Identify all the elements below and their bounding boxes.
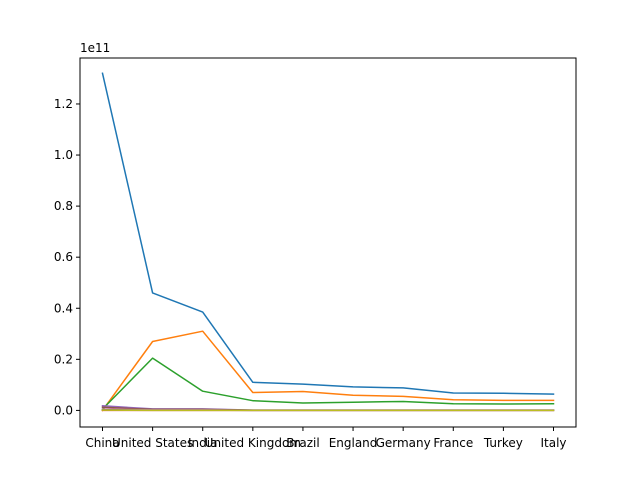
y-tick-label: 1.2 [54,97,73,111]
plot-frame [79,57,577,428]
series-line-3 [101,357,555,411]
series-line-1 [101,72,555,395]
x-tick-label: England [329,436,378,450]
x-tick-label: Italy [540,436,566,450]
y-offset-label: 1e11 [80,41,110,55]
series-lines [101,72,555,412]
x-tick-label: India [188,436,217,450]
x-tick-label: France [433,436,473,450]
x-tick-label: Turkey [483,436,523,450]
x-tick-label: United Kingdom [205,436,301,450]
y-tick-label: 1.0 [54,148,73,162]
x-tick-label: China [85,436,119,450]
y-tick-label: 0.8 [54,199,73,213]
y-tick-label: 0.0 [54,403,73,417]
series-line-2 [101,330,555,412]
y-axis: 0.0 0.2 0.4 0.6 0.8 1.0 1.2 [54,97,80,417]
x-tick-label: United States [112,436,193,450]
x-tick-label: Germany [376,436,431,450]
y-tick-label: 0.2 [54,352,73,366]
y-tick-label: 0.6 [54,250,73,264]
y-tick-label: 0.4 [54,301,73,315]
x-tick-label: Brazil [286,436,320,450]
